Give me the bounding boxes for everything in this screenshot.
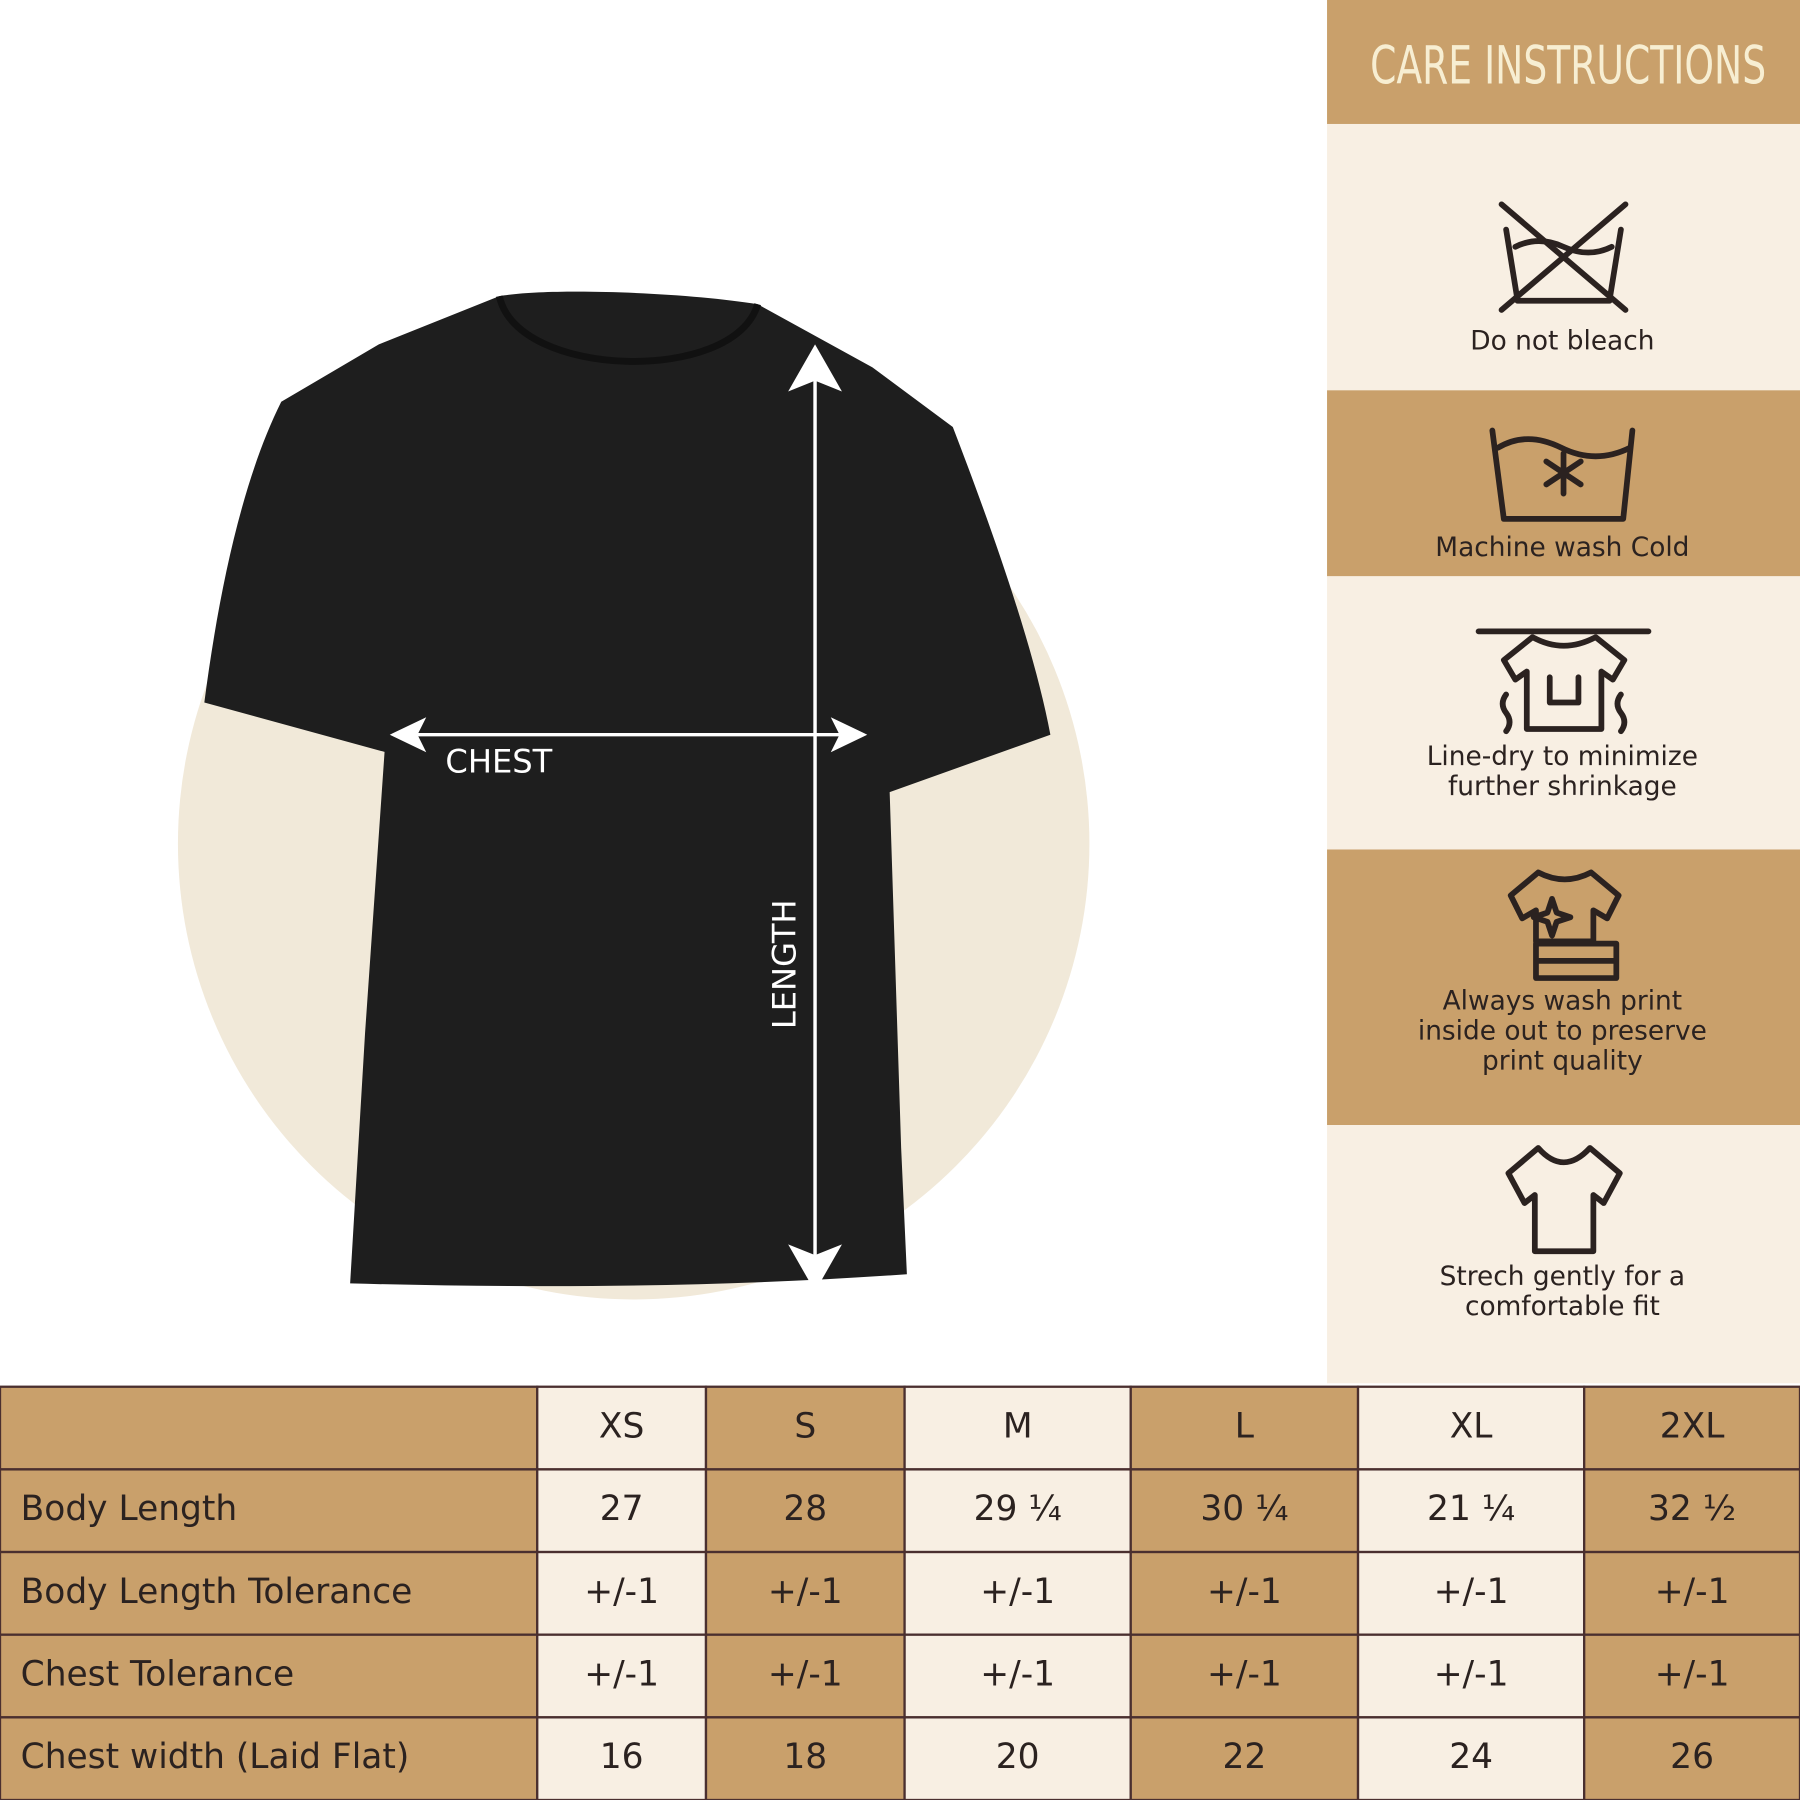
icon-stretch (1505, 1145, 1623, 1255)
cell-value: 24 (1449, 1737, 1493, 1777)
care-title: CARE INSTRUCTIONS (1370, 36, 1766, 97)
cell-value: 27 (600, 1489, 644, 1529)
cell-value: +/-1 (768, 1572, 843, 1612)
cell-value: 18 (783, 1737, 827, 1777)
cell-value: 20 (996, 1737, 1040, 1777)
icon-wash-cold (1489, 427, 1636, 522)
table-cell (1583, 1716, 1800, 1800)
tshirt-body (204, 291, 1051, 1287)
care-label: Do not bleach (1470, 326, 1654, 357)
care-label: print quality (1482, 1045, 1643, 1076)
care-panel: CARE INSTRUCTIONS Do not bleach Machine w… (1327, 0, 1800, 1384)
care-label: further shrinkage (1448, 771, 1677, 802)
table-cell (1583, 1633, 1800, 1719)
table-cell (1129, 1550, 1360, 1636)
cell-value: +/-1 (980, 1655, 1055, 1695)
table-cell (1129, 1633, 1360, 1719)
icon-line-dry (1475, 628, 1652, 735)
cell-value: 22 (1222, 1737, 1266, 1777)
table-cell (903, 1468, 1132, 1554)
cell-value: +/-1 (1655, 1572, 1730, 1612)
column-header: L (1235, 1407, 1254, 1447)
collar (495, 295, 761, 365)
table-cell (0, 1468, 539, 1554)
row-label: Body Length (21, 1489, 238, 1529)
table-cell (1356, 1468, 1586, 1554)
care-label: inside out to preserve (1418, 1016, 1707, 1047)
care-header (1327, 0, 1800, 124)
cell-value: +/-1 (1655, 1655, 1730, 1695)
cell-value: 32 ½ (1648, 1489, 1736, 1529)
measure-arrows (389, 344, 868, 1292)
care-label: comfortable fit (1465, 1291, 1660, 1322)
table-cell (536, 1633, 708, 1719)
care-label: Always wash print (1443, 986, 1683, 1017)
table-cell (1583, 1468, 1800, 1554)
cell-value: +/-1 (584, 1655, 659, 1695)
row-label: Chest width (Laid Flat) (21, 1737, 410, 1777)
length-label: LENGTH (765, 899, 803, 1029)
column-header: M (1003, 1407, 1033, 1447)
cell-value: 28 (783, 1489, 827, 1529)
table-cell (536, 1468, 708, 1554)
table-cell (0, 1633, 539, 1719)
care-label: Strech gently for a (1440, 1261, 1685, 1292)
care-cell (1327, 849, 1800, 1125)
cell-value: +/-1 (1207, 1572, 1282, 1612)
table-cell (536, 1550, 708, 1636)
cell-value: 16 (600, 1737, 644, 1777)
cell-value: 26 (1670, 1737, 1714, 1777)
table-cell (704, 1633, 906, 1719)
care-cell (1327, 576, 1800, 850)
cell-value: +/-1 (584, 1572, 659, 1612)
icon-no-bleach (1498, 201, 1629, 313)
column-header: S (794, 1407, 816, 1447)
table-cell (0, 1385, 539, 1471)
cell-value: 21 ¼ (1427, 1489, 1515, 1529)
cell-value: +/-1 (980, 1572, 1055, 1612)
arrow-head (389, 717, 427, 753)
arrow-head (788, 1244, 842, 1292)
tshirt (204, 291, 1051, 1287)
table-cell (1129, 1468, 1360, 1554)
column-header: 2XL (1660, 1407, 1725, 1447)
table-cell (1129, 1716, 1360, 1800)
table-cell (704, 1716, 906, 1800)
table-cell (1129, 1385, 1360, 1471)
cell-value: 29 ¼ (974, 1489, 1062, 1529)
table-cell (0, 1550, 539, 1636)
chest-label: CHEST (445, 742, 552, 780)
table-cell (1356, 1633, 1586, 1719)
column-header: XL (1450, 1407, 1493, 1447)
table-cell (704, 1385, 906, 1471)
cell-value: +/-1 (1207, 1655, 1282, 1695)
cell-value: +/-1 (768, 1655, 843, 1695)
cell-value: +/-1 (1434, 1655, 1509, 1695)
row-label: Chest Tolerance (21, 1655, 295, 1695)
column-header: XS (599, 1407, 644, 1447)
icon-wash-inside-out (1507, 869, 1622, 981)
care-label: Line-dry to minimize (1427, 741, 1698, 772)
arrow-head (830, 717, 868, 753)
table-cell (536, 1385, 708, 1471)
arrow-head (788, 344, 842, 392)
table-cell (903, 1716, 1132, 1800)
table-cell (1356, 1385, 1586, 1471)
cell-value: +/-1 (1434, 1572, 1509, 1612)
cell-value: 30 ¼ (1200, 1489, 1288, 1529)
row-label: Body Length Tolerance (21, 1572, 413, 1612)
care-label: Machine wash Cold (1435, 532, 1689, 563)
table-cell (1356, 1716, 1586, 1800)
table-cell (1583, 1550, 1800, 1636)
size-table: XS S M L XL 2XL Body Length 27 28 29 ¼ 30 ¼ 21 ¼ 32 … (0, 1385, 1800, 1800)
